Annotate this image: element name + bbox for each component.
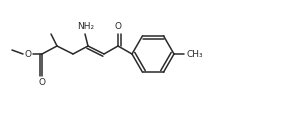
Text: O: O xyxy=(114,22,121,31)
Text: CH₃: CH₃ xyxy=(186,50,203,59)
Text: O: O xyxy=(38,77,46,86)
Text: O: O xyxy=(24,50,31,59)
Text: NH₂: NH₂ xyxy=(78,22,95,31)
